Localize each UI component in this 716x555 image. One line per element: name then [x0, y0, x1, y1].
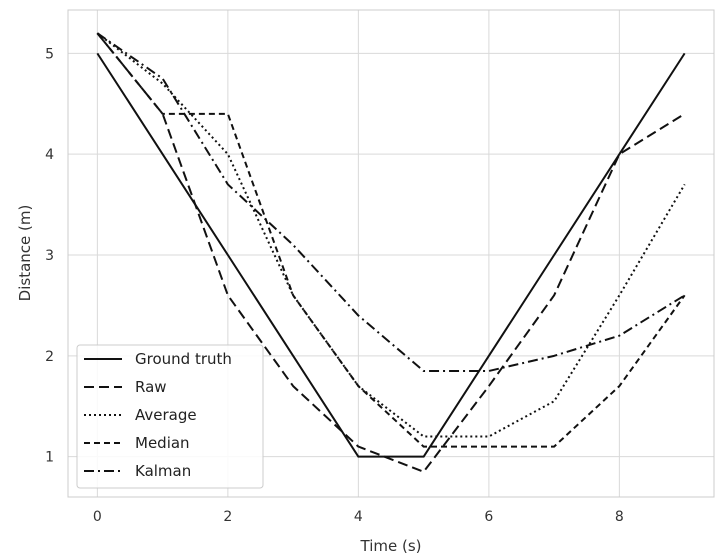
- y-tick-label: 4: [45, 147, 54, 163]
- x-tick-label: 2: [223, 509, 232, 525]
- x-tick-label: 8: [615, 509, 624, 525]
- y-axis-label: Distance (m): [16, 205, 34, 302]
- x-axis-label: Time (s): [360, 537, 422, 555]
- x-tick-label: 6: [484, 509, 493, 525]
- legend-label: Raw: [135, 378, 167, 396]
- legend-label: Ground truth: [135, 350, 232, 368]
- plot-frame: [67, 9, 715, 498]
- series-lines: [96, 32, 686, 473]
- x-axis-ticks: 0 2 4 6 8: [93, 509, 624, 525]
- legend-box: [76, 344, 264, 489]
- y-axis-ticks: 1 2 3 4 5: [45, 46, 54, 465]
- series-line-average: [96, 32, 686, 438]
- series-line-raw: [96, 32, 686, 473]
- legend-label: Kalman: [135, 462, 191, 480]
- legend-label: Average: [135, 406, 197, 424]
- y-tick-label: 3: [45, 248, 54, 264]
- y-tick-label: 2: [45, 349, 54, 365]
- x-tick-label: 0: [93, 509, 102, 525]
- y-tick-label: 1: [45, 450, 54, 466]
- y-tick-label: 5: [45, 46, 54, 62]
- legend-label: Median: [135, 434, 190, 452]
- x-tick-label: 4: [354, 509, 363, 525]
- legend: Ground truth Raw Average Median Kalman: [76, 344, 264, 489]
- series-line-kalman: [96, 32, 686, 372]
